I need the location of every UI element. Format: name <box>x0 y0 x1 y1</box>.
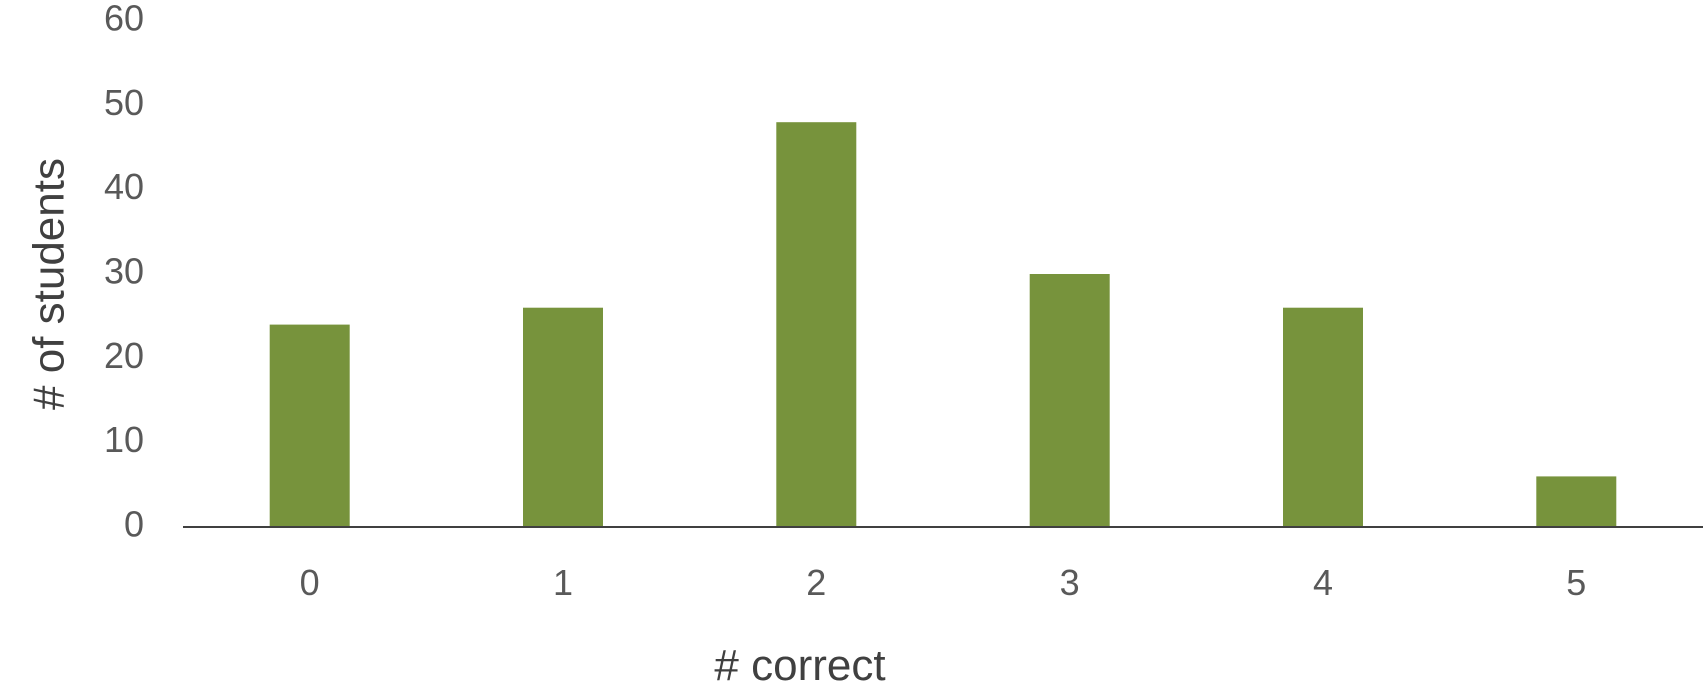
bar-2 <box>776 122 857 527</box>
y-axis-title: # of students <box>25 158 74 410</box>
bar-0 <box>269 324 350 527</box>
y-tick-label: 60 <box>104 0 144 39</box>
y-tick-labels: 0 10 20 30 40 50 60 <box>104 0 144 545</box>
x-tick-label: 5 <box>1566 562 1586 603</box>
bar-3 <box>1029 274 1110 527</box>
x-axis-title: # correct <box>714 641 885 687</box>
x-tick-labels: 0 1 2 3 4 5 <box>300 562 1587 603</box>
bar-1 <box>523 307 603 527</box>
y-tick-label: 10 <box>104 419 144 460</box>
bars-group <box>269 122 1617 527</box>
bar-5 <box>1536 476 1617 527</box>
bar-4 <box>1283 307 1363 527</box>
y-tick-label: 30 <box>104 251 144 292</box>
x-tick-label: 4 <box>1313 562 1333 603</box>
x-tick-label: 3 <box>1060 562 1080 603</box>
x-tick-label: 1 <box>553 562 573 603</box>
x-tick-label: 0 <box>300 562 320 603</box>
y-tick-label: 40 <box>104 166 144 207</box>
y-tick-label: 0 <box>124 504 144 545</box>
y-tick-label: 50 <box>104 82 144 123</box>
y-tick-label: 20 <box>104 335 144 376</box>
x-tick-label: 2 <box>806 562 826 603</box>
